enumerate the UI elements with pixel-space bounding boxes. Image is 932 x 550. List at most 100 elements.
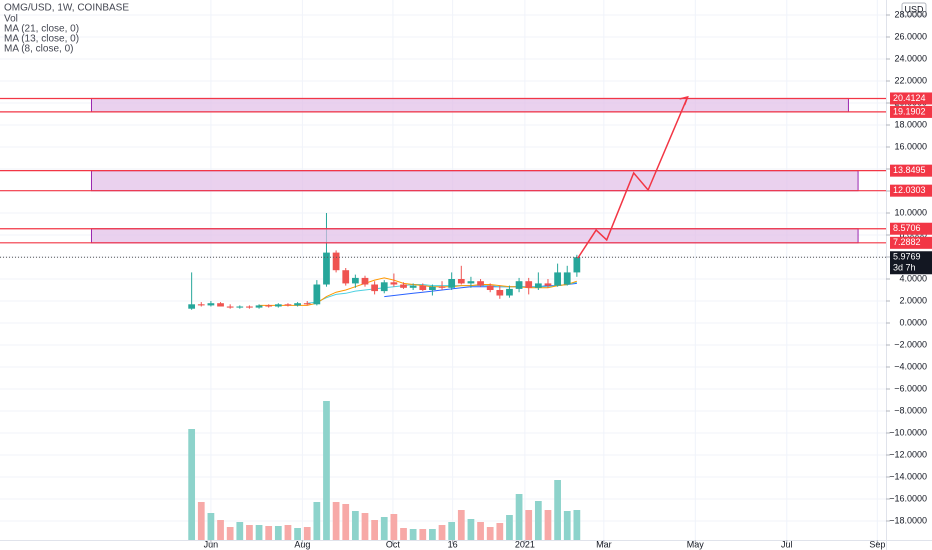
candle-body: [294, 303, 301, 306]
volume-bar: [554, 480, 561, 540]
y-tick-label: −8.0000: [894, 405, 927, 415]
last-price-box: [890, 251, 932, 275]
candle-body: [563, 272, 571, 285]
level-label-box: [890, 222, 932, 235]
level-label-box: [890, 164, 932, 177]
y-tick-label: 16.0000: [894, 141, 927, 151]
candle-body: [467, 281, 475, 284]
candle-body: [197, 304, 205, 306]
x-tick-label: Jul: [781, 539, 793, 549]
y-tick-label: −14.0000: [889, 471, 927, 481]
projection-path: [577, 96, 689, 259]
volume-bar: [573, 510, 581, 540]
level-label-box: [890, 92, 932, 105]
zone: [90, 228, 859, 244]
level-label: 13.8495: [893, 165, 926, 175]
level-label-box: [890, 184, 932, 197]
currency-box[interactable]: [901, 2, 927, 17]
y-tick-label: −16.0000: [889, 493, 927, 503]
candle-body: [207, 303, 215, 306]
candle-body: [274, 304, 282, 307]
candle-body: [544, 283, 552, 286]
volume-bar: [400, 528, 407, 540]
candle-body: [486, 285, 494, 291]
volume-bar: [438, 525, 446, 540]
volume-bar: [226, 527, 234, 540]
level-label: 8.5706: [893, 223, 921, 233]
y-tick-label: 10.0000: [894, 207, 927, 217]
y-tick-label: −10.0000: [889, 427, 927, 437]
indicator: MA (21, close, 0): [4, 24, 79, 35]
x-tick-label: Aug: [294, 539, 310, 549]
volume-bar: [361, 513, 369, 540]
currency[interactable]: USD: [904, 4, 924, 14]
candle-body: [448, 279, 456, 288]
y-tick-label: 24.0000: [894, 53, 927, 63]
indicator: MA (8, close, 0): [4, 44, 73, 55]
candle-body: [313, 284, 321, 305]
y-tick-label: 26.0000: [894, 31, 927, 41]
candle-body: [573, 257, 581, 273]
moving-average: [259, 277, 578, 306]
volume-bar: [236, 522, 244, 540]
candle-body: [371, 284, 378, 292]
volume-bar: [534, 501, 542, 540]
volume-bar: [544, 510, 552, 540]
candle-body: [390, 282, 398, 285]
volume-bar: [255, 525, 263, 540]
y-tick-label: −4.0000: [894, 361, 927, 371]
x-tick-label: May: [687, 539, 705, 549]
level-label-box: [890, 236, 932, 249]
candle-body: [246, 306, 253, 308]
x-tick-label: Sep: [869, 539, 885, 549]
volume-bar: [409, 529, 417, 540]
y-tick-label: −12.0000: [889, 449, 927, 459]
volume-bar: [284, 525, 292, 540]
volume-bar: [448, 522, 456, 540]
x-tick-label: Jun: [204, 539, 219, 549]
x-tick-label: Mar: [596, 539, 612, 549]
volume-bar: [323, 401, 330, 540]
level-label: 19.1902: [893, 106, 926, 116]
volume-bar: [274, 526, 282, 540]
candle-body: [351, 277, 359, 284]
volume-bar: [486, 527, 494, 540]
plot: [0, 0, 886, 540]
volume-bar: [217, 520, 224, 540]
candle-body: [284, 304, 292, 306]
volume-bar: [506, 515, 513, 540]
volume-bar: [525, 510, 533, 540]
volume-bar: [467, 519, 475, 540]
volume-bar: [342, 504, 350, 540]
candle-body: [534, 283, 542, 288]
y-tick-label: 0.0000: [899, 317, 927, 327]
volume-bar: [294, 528, 301, 540]
indicator: Vol: [4, 14, 18, 25]
level-label: 20.4124: [893, 93, 926, 103]
zone: [90, 97, 849, 113]
volume-bar: [332, 502, 340, 540]
volume-bar: [188, 429, 196, 540]
candle-body: [477, 281, 484, 286]
candle-body: [380, 282, 388, 292]
level-label-box: [890, 105, 932, 118]
candle-body: [323, 252, 330, 285]
volume-bar: [351, 511, 359, 540]
candle-body: [255, 305, 263, 308]
zone: [90, 170, 859, 192]
candle-body: [429, 286, 436, 291]
x-tick-label: Oct: [386, 539, 401, 549]
candle-body: [188, 304, 196, 309]
level-label: 7.2882: [893, 237, 921, 247]
level-label: 12.0303: [893, 185, 926, 195]
volume-bar: [197, 502, 205, 540]
candle-body: [496, 290, 504, 296]
volume-bar: [429, 529, 436, 540]
candle-body: [342, 270, 350, 284]
candle-body: [515, 281, 523, 289]
volume-bar: [207, 513, 215, 540]
y-tick-label: 28.0000: [894, 9, 927, 19]
x-tick-label: 16: [448, 539, 458, 549]
y-tick-label: 18.0000: [894, 119, 927, 129]
